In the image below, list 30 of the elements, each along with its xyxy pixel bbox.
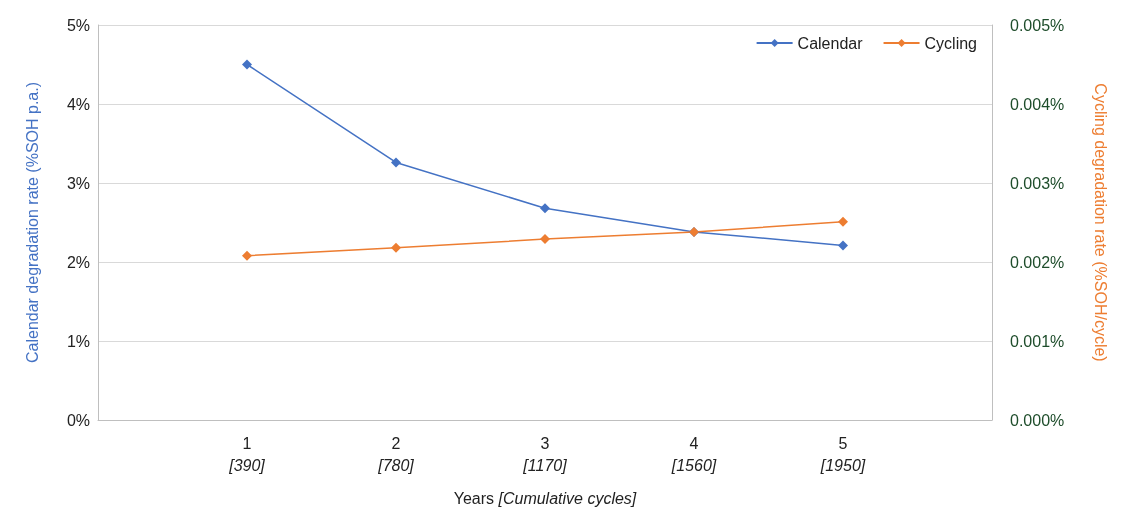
y-axis-title: Calendar degradation rate (%SOH p.a.) xyxy=(23,81,41,364)
point xyxy=(838,240,848,251)
y2-tick-label: 0.003% xyxy=(1010,174,1065,192)
y2-tick-label: 0.002% xyxy=(1010,253,1065,271)
point xyxy=(242,250,252,261)
point xyxy=(540,234,550,245)
y-tick-label: 1% xyxy=(66,332,90,350)
x-axis-title: Years [Cumulative cycles] xyxy=(453,489,637,507)
y-tick-label: 5% xyxy=(66,16,90,34)
x-tick-label: 5 [1950] xyxy=(819,434,866,474)
legend-label: Calendar xyxy=(797,34,864,52)
point xyxy=(838,216,848,227)
y2-tick-label: 0.005% xyxy=(1010,16,1065,34)
y-tick-label: 3% xyxy=(66,174,90,192)
y-tick-label: 0% xyxy=(66,411,90,429)
legend-label: Cycling xyxy=(924,34,978,52)
x-tick-label: 2 [780] xyxy=(377,434,415,474)
x-tick-label: 3 [1170] xyxy=(522,434,568,474)
x-tick-label: 1 [390] xyxy=(228,434,266,474)
point xyxy=(540,203,550,214)
y2-tick-label: 0.001% xyxy=(1010,332,1065,350)
y-tick-label: 4% xyxy=(66,95,90,113)
point xyxy=(391,157,401,168)
y2-tick-label: 0.000% xyxy=(1010,411,1065,429)
point xyxy=(391,242,401,253)
y2-axis-title: Cycling degradation rate (%SOH/cycle) xyxy=(1091,83,1109,362)
point xyxy=(242,59,252,70)
x-tick-label: 4 [1560] xyxy=(670,434,717,474)
y2-tick-label: 0.004% xyxy=(1010,95,1065,113)
y-tick-label: 2% xyxy=(66,253,90,271)
